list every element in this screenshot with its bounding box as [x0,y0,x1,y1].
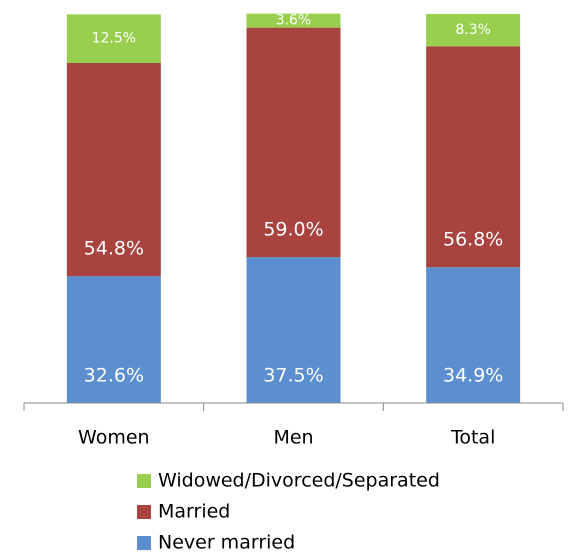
bar-segment [66,63,161,277]
legend-swatch [137,474,151,488]
legend-label: Widowed/Divorced/Separated [158,470,440,492]
bar-segment [246,27,341,258]
bar-segment [246,257,341,403]
legend-label: Married [158,501,230,523]
bar-segment [426,46,521,268]
value-label: 37.5% [263,365,323,387]
x-tick-label: Women [78,427,150,449]
bar-segment [426,14,521,47]
value-label: 12.5% [92,31,136,47]
x-tick-label: Men [273,427,313,449]
legend-swatch [137,505,151,519]
bar-segment [66,14,161,64]
x-tick-label: Total [450,427,495,449]
bar-segment [426,267,521,403]
value-label: 3.6% [276,13,312,29]
bar-segment [66,276,161,403]
value-label: 59.0% [263,219,323,241]
legend-swatch [137,536,151,550]
bar-segment [246,13,341,28]
value-label: 34.9% [443,365,503,387]
legend-label: Never married [158,532,295,554]
value-label: 56.8% [443,229,503,251]
value-label: 54.8% [84,238,144,260]
value-label: 32.6% [84,365,144,387]
value-label: 8.3% [455,22,491,38]
